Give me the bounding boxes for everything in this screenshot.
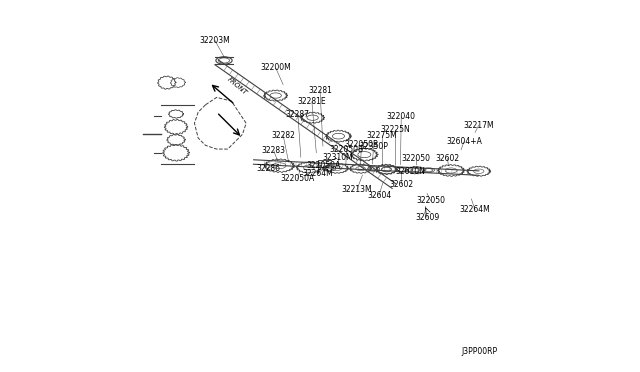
Text: 32200M: 32200M	[260, 63, 291, 72]
Text: 32275M: 32275M	[367, 131, 397, 140]
Text: 322050A: 322050A	[307, 161, 341, 170]
Text: 322050: 322050	[416, 196, 445, 205]
Text: 32610N: 32610N	[396, 167, 426, 176]
Text: 32350P: 32350P	[359, 142, 388, 151]
Text: 32287: 32287	[286, 109, 310, 119]
Text: 32283: 32283	[262, 147, 286, 155]
Text: 32604+A: 32604+A	[446, 137, 482, 146]
Text: 32217M: 32217M	[463, 121, 494, 129]
Text: 32213M: 32213M	[342, 185, 372, 194]
Text: 32281E: 32281E	[298, 97, 326, 106]
Text: J3PP00RP: J3PP00RP	[461, 347, 497, 356]
Text: 32602: 32602	[435, 154, 460, 163]
Text: 32281: 32281	[308, 86, 332, 94]
Text: 32264M: 32264M	[460, 205, 490, 215]
Text: 32604: 32604	[367, 191, 391, 200]
Text: 322050B: 322050B	[330, 145, 364, 154]
Text: 322050B: 322050B	[344, 140, 378, 149]
Text: 32282: 32282	[271, 131, 295, 140]
Text: 32602: 32602	[389, 180, 413, 189]
Text: 32609: 32609	[415, 213, 439, 222]
Text: 32310M: 32310M	[323, 153, 353, 162]
Text: 32203M: 32203M	[200, 36, 230, 45]
Text: 322050: 322050	[401, 154, 431, 163]
Text: 32225N: 32225N	[381, 125, 411, 134]
Text: 322050A: 322050A	[281, 174, 315, 183]
Text: 32286: 32286	[256, 164, 280, 173]
Text: 32264M: 32264M	[303, 169, 333, 177]
Text: 322040: 322040	[387, 112, 416, 121]
Text: FRONT: FRONT	[226, 77, 248, 97]
